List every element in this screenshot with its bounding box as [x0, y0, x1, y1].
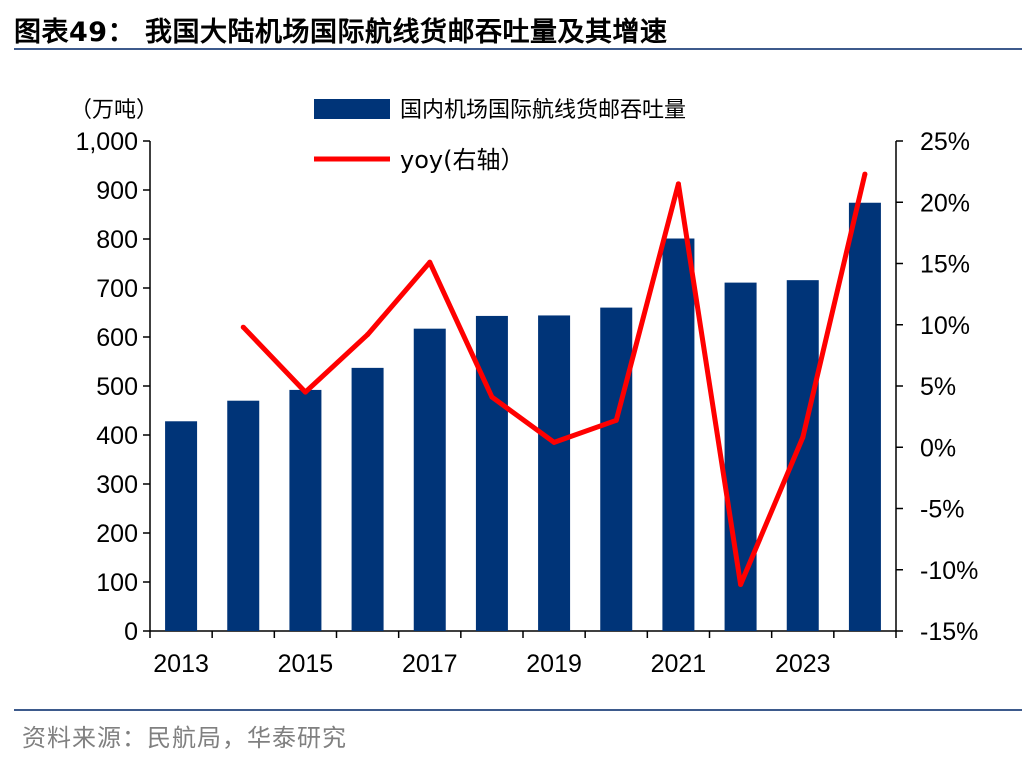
- left-tick-label: 600: [96, 324, 138, 352]
- chart-title: 图表49： 我国大陆机场国际航线货邮吞吐量及其增速: [14, 17, 668, 48]
- left-tick-label: 0: [124, 618, 138, 646]
- x-tick-label: 2021: [651, 650, 707, 678]
- left-tick-label: 500: [96, 373, 138, 401]
- line-series: [240, 171, 868, 587]
- legend: 国内机场国际航线货邮吞吐量 yoy(右轴）: [314, 98, 686, 174]
- left-axis-unit: （万吨）: [70, 98, 158, 123]
- x-tick-label: 2015: [278, 650, 334, 678]
- right-tick-label: 5%: [920, 373, 956, 401]
- right-tick-label: -10%: [920, 557, 978, 585]
- source-note: 资料来源：民航局，华泰研究: [22, 724, 347, 752]
- bar-2020: [600, 307, 633, 631]
- yoy-point-2022: [738, 581, 744, 587]
- right-tick-label: 0%: [920, 434, 956, 462]
- x-tick-label: 2019: [526, 650, 582, 678]
- bar-2015: [289, 389, 322, 631]
- left-axis: 0 100 200 300 400 500 600 700 800 900 1,000: [75, 128, 151, 646]
- left-tick-label: 400: [96, 422, 138, 450]
- footer-divider: [14, 709, 1022, 711]
- x-tick-label: 2023: [775, 650, 831, 678]
- yoy-point-2015: [302, 389, 308, 395]
- yoy-point-2019: [551, 439, 557, 445]
- right-tick-label: 20%: [920, 189, 970, 217]
- left-tick-label: 100: [96, 569, 138, 597]
- bar-2023: [786, 280, 819, 631]
- bar-2024: [848, 202, 881, 632]
- bar-2017: [413, 328, 446, 631]
- left-tick-label: 900: [96, 177, 138, 205]
- right-tick-label: -5%: [920, 496, 964, 524]
- bar-2016: [351, 367, 384, 631]
- yoy-point-2021: [675, 181, 681, 187]
- x-tick-label: 2013: [153, 650, 209, 678]
- bar-2021: [662, 238, 695, 631]
- left-tick-label: 700: [96, 275, 138, 303]
- legend-bar-swatch: [314, 99, 390, 119]
- bar-2018: [475, 315, 508, 631]
- title-divider: [14, 48, 1022, 50]
- right-axis: -15% -10% -5% 0% 5% 10% 15% 20% 25%: [895, 128, 978, 646]
- x-axis: 2013 2015 2017 2019 2021 2023: [149, 630, 897, 678]
- right-tick-label: -15%: [920, 618, 978, 646]
- yoy-point-2020: [613, 417, 619, 423]
- yoy-point-2023: [800, 434, 806, 440]
- left-tick-label: 800: [96, 226, 138, 254]
- yoy-point-2017: [427, 259, 433, 265]
- yoy-point-2018: [489, 394, 495, 400]
- left-tick-label: 200: [96, 520, 138, 548]
- bar-2013: [165, 421, 198, 631]
- right-tick-label: 10%: [920, 312, 970, 340]
- yoy-point-2024: [862, 171, 868, 177]
- left-tick-label: 300: [96, 471, 138, 499]
- yoy-point-2016: [365, 332, 371, 338]
- bar-2014: [227, 400, 260, 631]
- yoy-point-2014: [240, 324, 246, 330]
- bar-2019: [538, 315, 571, 631]
- right-tick-label: 15%: [920, 251, 970, 279]
- x-tick-label: 2017: [402, 650, 458, 678]
- legend-line-label: yoy(右轴）: [400, 146, 524, 174]
- legend-bar-label: 国内机场国际航线货邮吞吐量: [400, 98, 686, 123]
- left-tick-label: 1,000: [75, 128, 138, 156]
- right-tick-label: 25%: [920, 128, 970, 156]
